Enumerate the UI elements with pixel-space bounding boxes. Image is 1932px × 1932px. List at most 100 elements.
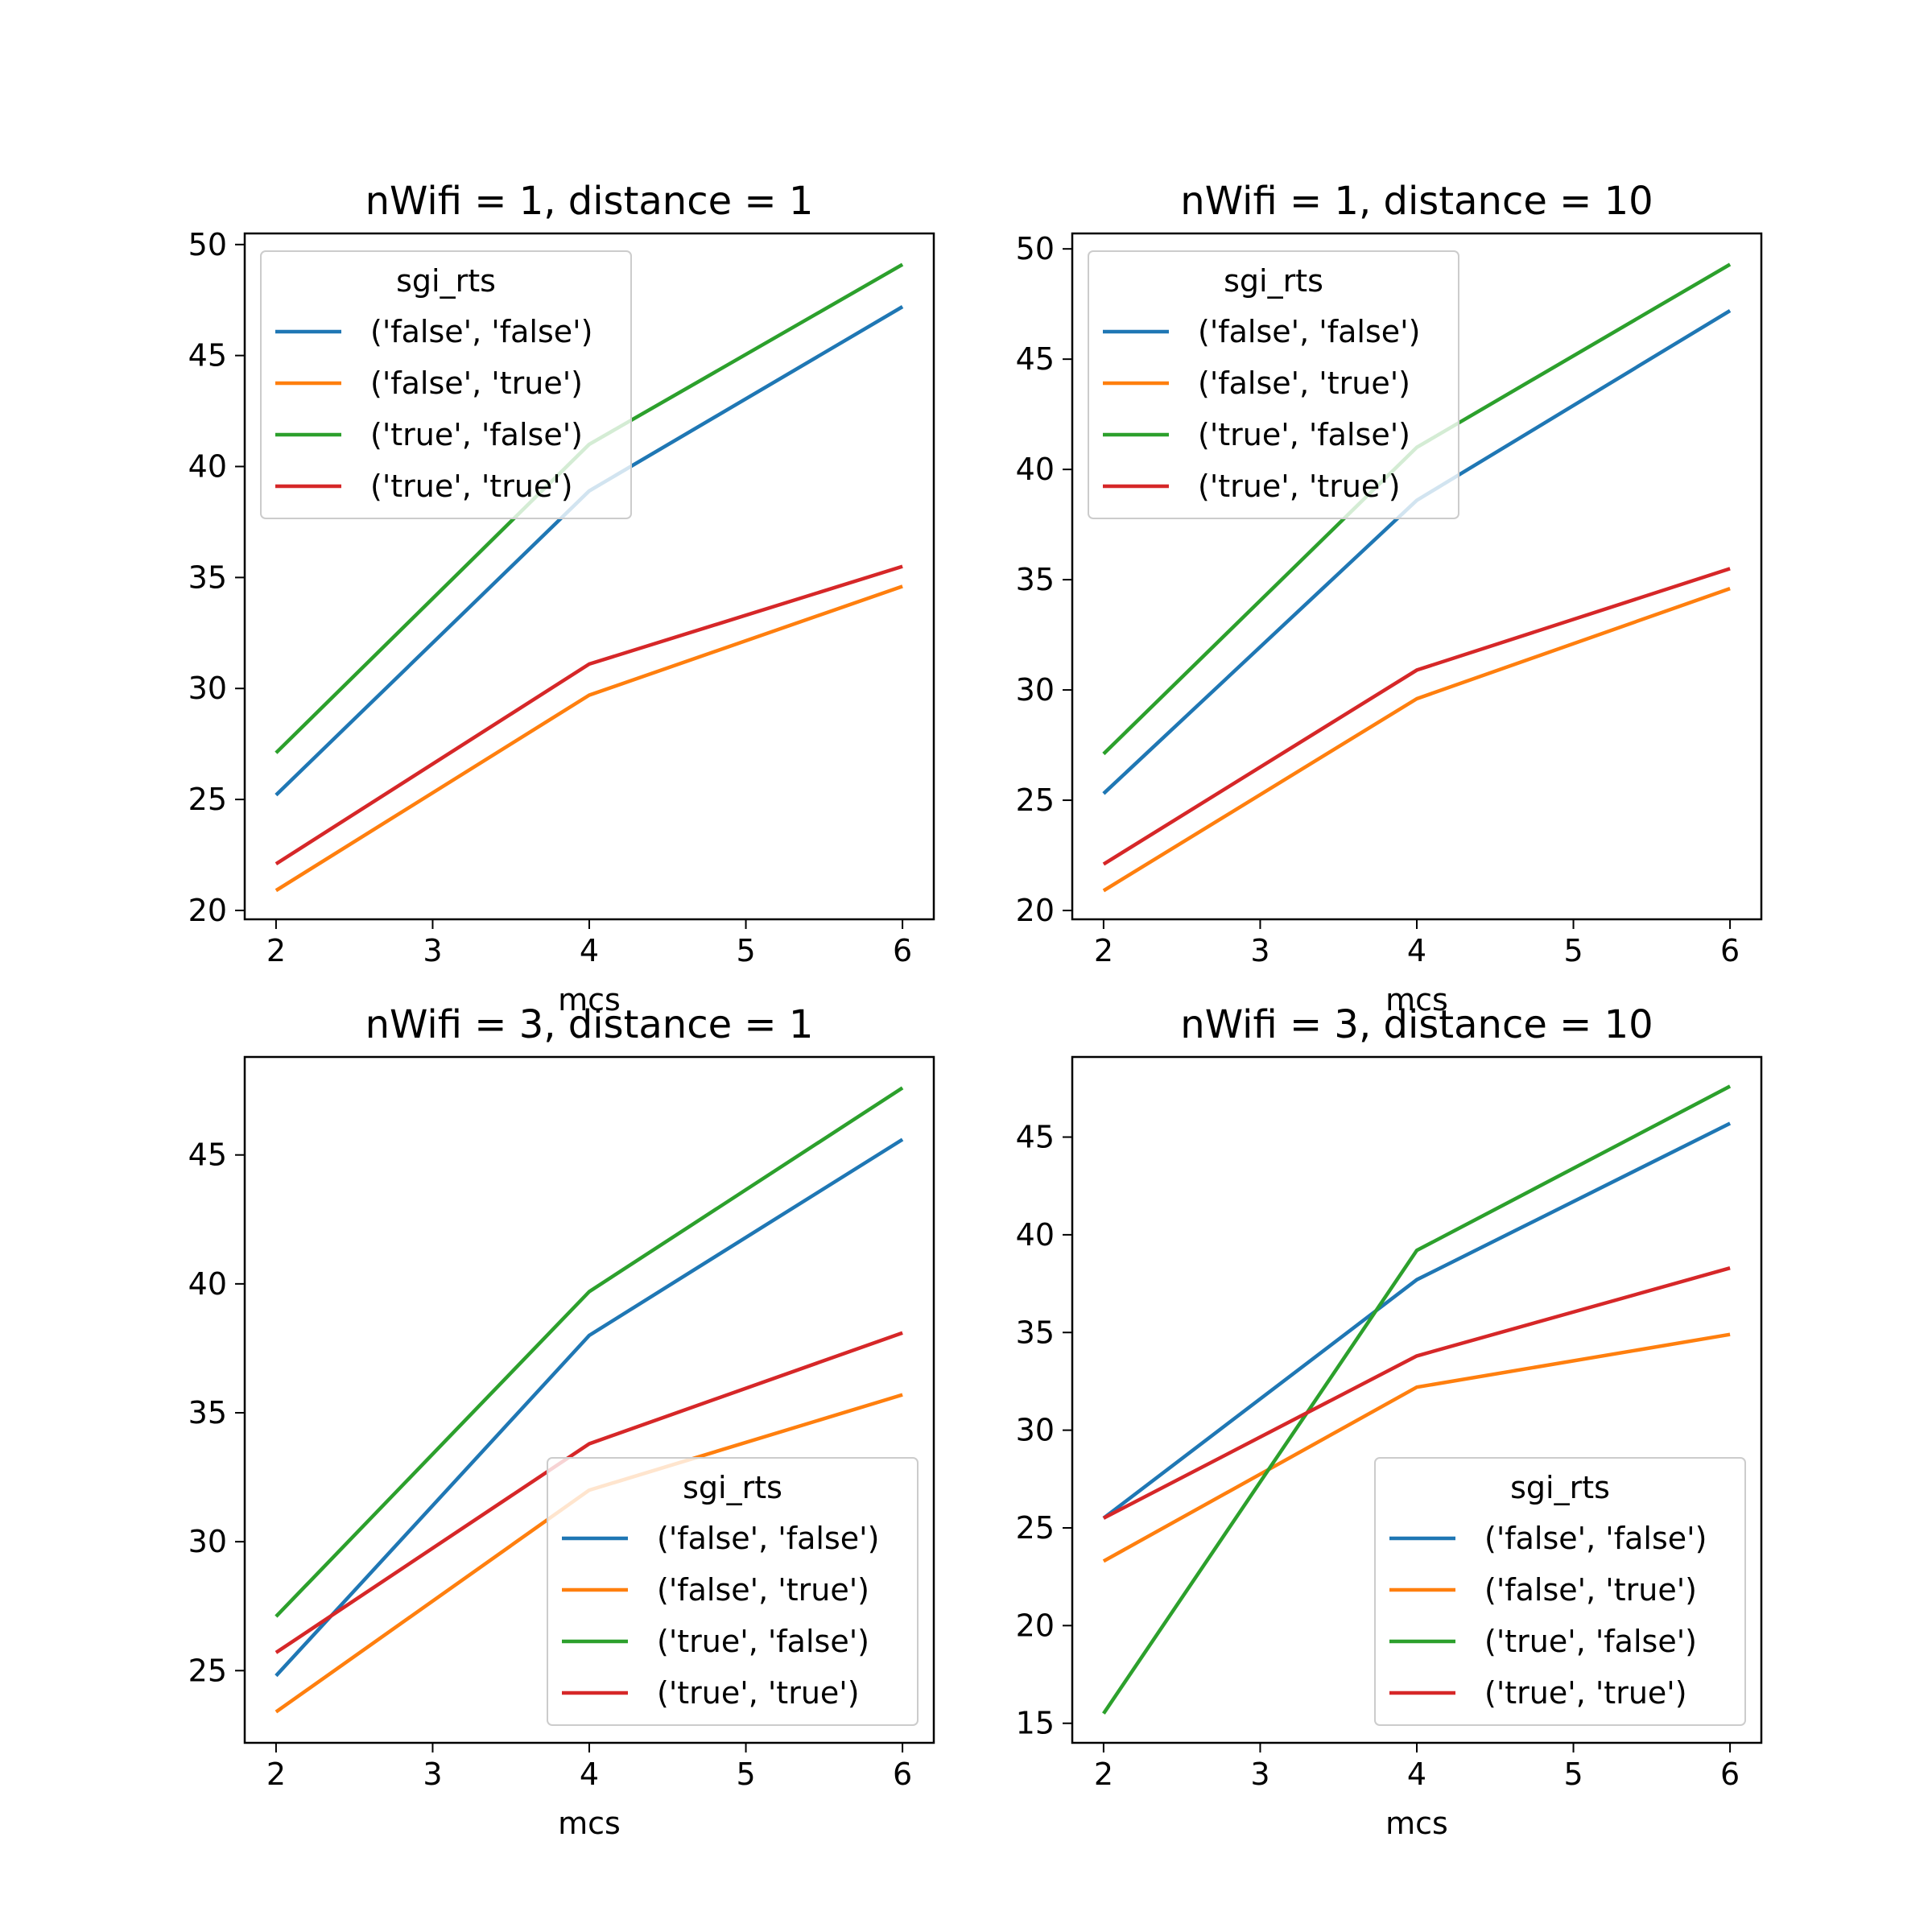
y-tick-label: 50 xyxy=(1016,231,1055,266)
chart-title: nWifi = 1, distance = 10 xyxy=(1180,179,1653,224)
x-tick-label: 5 xyxy=(736,933,755,968)
series-line-2 xyxy=(1102,1332,1731,1563)
series-line-4 xyxy=(275,1331,903,1654)
series-line-2 xyxy=(275,584,903,893)
x-axis-label: mcs xyxy=(1385,982,1448,1018)
x-ticks: 2 3 4 5 6 xyxy=(266,919,912,968)
legend-box xyxy=(1374,1457,1746,1726)
x-tick-label: 6 xyxy=(893,933,912,968)
legend-label: ('false', 'true') xyxy=(657,1572,869,1608)
legend-label: ('false', 'false') xyxy=(1198,314,1420,349)
series-line-1 xyxy=(275,1137,904,1678)
chart-title: nWifi = 3, distance = 10 xyxy=(1180,1002,1653,1047)
subplot-1: nWifi = 1, distance = 12 3 4 5 6202530354045… xyxy=(188,179,935,1018)
x-tick-label: 4 xyxy=(580,933,599,968)
x-tick-label: 3 xyxy=(423,933,442,968)
chart-title: nWifi = 1, distance = 1 xyxy=(365,179,814,224)
series-line-4 xyxy=(1102,1266,1731,1520)
subplot-3: nWifi = 3, distance = 12 3 4 5 62530354045mc… xyxy=(188,1002,935,1841)
y-tick-label: 50 xyxy=(188,227,227,262)
legend-label: ('true', 'true') xyxy=(1198,469,1401,504)
legend-label: ('true', 'true') xyxy=(657,1675,860,1711)
series-line-4 xyxy=(1102,567,1731,866)
legend-label: ('false', 'false') xyxy=(370,314,592,349)
y-tick-label: 30 xyxy=(188,1524,227,1559)
legend-label: ('true', 'true') xyxy=(370,469,573,504)
legend-label: ('false', 'true') xyxy=(370,365,583,401)
legend-box xyxy=(1088,250,1459,519)
x-tick-label: 2 xyxy=(1094,933,1113,968)
y-tick-label: 25 xyxy=(1016,1510,1055,1546)
x-tick-label: 6 xyxy=(1720,1757,1740,1792)
legend-label: ('true', 'false') xyxy=(1484,1624,1697,1659)
x-tick-label: 6 xyxy=(1720,933,1740,968)
x-ticks: 2 3 4 5 6 xyxy=(1094,919,1740,968)
y-tick-label: 30 xyxy=(188,671,227,706)
y-tick-label: 20 xyxy=(1016,1608,1055,1643)
y-tick-label: 35 xyxy=(188,559,227,595)
y-tick-label: 30 xyxy=(1016,1413,1055,1448)
x-ticks: 2 3 4 5 6 xyxy=(1094,1743,1740,1792)
x-axis-label: mcs xyxy=(558,982,621,1018)
x-tick-label: 2 xyxy=(266,933,286,968)
legend-box xyxy=(260,250,632,519)
series-line-3 xyxy=(275,1086,904,1618)
y-ticks: 15 20 25 30 35 40 45 xyxy=(1016,1120,1072,1741)
y-tick-label: 35 xyxy=(1016,1315,1055,1350)
y-tick-label: 15 xyxy=(1016,1706,1055,1741)
legend: sgi_rts ('false', 'false') ('false', 'true… xyxy=(1374,1457,1746,1726)
x-tick-label: 3 xyxy=(423,1757,442,1792)
y-tick-label: 20 xyxy=(188,893,227,928)
y-tick-label: 40 xyxy=(188,449,227,485)
legend-label: ('false', 'false') xyxy=(1484,1521,1707,1556)
y-tick-label: 20 xyxy=(1016,893,1055,928)
series-lines xyxy=(1102,1084,1732,1715)
legend: sgi_rts ('false', 'false') ('false', 'true… xyxy=(547,1457,919,1726)
legend-title: sgi_rts xyxy=(396,263,496,299)
x-tick-label: 2 xyxy=(1094,1757,1113,1792)
x-tick-label: 5 xyxy=(1563,933,1583,968)
legend: sgi_rts ('false', 'false') ('false', 'true… xyxy=(260,250,632,519)
x-tick-label: 3 xyxy=(1250,933,1269,968)
x-ticks: 2 3 4 5 6 xyxy=(266,1743,912,1792)
legend-title: sgi_rts xyxy=(683,1470,782,1505)
y-ticks: 20 25 30 35 40 45 50 xyxy=(1016,231,1072,928)
x-axis-label: mcs xyxy=(558,1806,621,1841)
series-line-4 xyxy=(275,564,903,865)
y-ticks: 20 25 30 35 40 45 50 xyxy=(188,227,245,928)
legend-label: ('false', 'true') xyxy=(1484,1572,1697,1608)
x-tick-label: 4 xyxy=(1407,933,1426,968)
legend-title: sgi_rts xyxy=(1224,263,1323,299)
series-line-2 xyxy=(1102,586,1731,893)
y-tick-label: 25 xyxy=(188,782,227,817)
x-tick-label: 6 xyxy=(893,1757,912,1792)
legend-label: ('true', 'true') xyxy=(1484,1675,1687,1711)
legend-label: ('false', 'false') xyxy=(657,1521,879,1556)
y-tick-label: 45 xyxy=(1016,341,1055,377)
y-tick-label: 25 xyxy=(188,1653,227,1688)
y-tick-label: 45 xyxy=(1016,1120,1055,1155)
y-tick-label: 40 xyxy=(188,1266,227,1302)
legend-box xyxy=(547,1457,919,1726)
y-ticks: 25 30 35 40 45 xyxy=(188,1137,245,1688)
x-tick-label: 5 xyxy=(736,1757,755,1792)
y-tick-label: 35 xyxy=(188,1395,227,1430)
y-tick-label: 40 xyxy=(1016,1217,1055,1253)
y-tick-label: 35 xyxy=(1016,562,1055,597)
legend: sgi_rts ('false', 'false') ('false', 'true… xyxy=(1088,250,1459,519)
subplot-4: nWifi = 3, distance = 102 3 4 5 615202530354… xyxy=(1016,1002,1763,1841)
x-tick-label: 2 xyxy=(266,1757,286,1792)
x-tick-label: 4 xyxy=(580,1757,599,1792)
y-tick-label: 40 xyxy=(1016,452,1055,487)
x-tick-label: 5 xyxy=(1563,1757,1583,1792)
legend-label: ('true', 'false') xyxy=(657,1624,869,1659)
y-tick-label: 25 xyxy=(1016,782,1055,818)
legend-label: ('true', 'false') xyxy=(1198,417,1410,452)
legend-label: ('true', 'false') xyxy=(370,417,583,452)
y-tick-label: 45 xyxy=(188,1137,227,1173)
x-axis-label: mcs xyxy=(1385,1806,1448,1841)
x-tick-label: 4 xyxy=(1407,1757,1426,1792)
legend-title: sgi_rts xyxy=(1510,1470,1610,1505)
subplot-2: nWifi = 1, distance = 102 3 4 5 620253035404… xyxy=(1016,179,1763,1018)
